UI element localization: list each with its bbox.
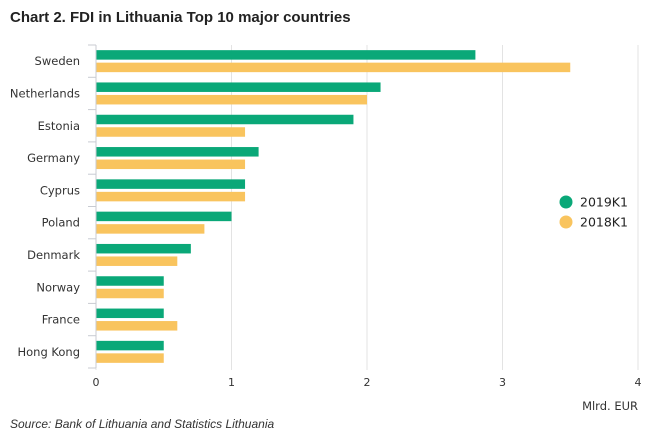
category-label: France bbox=[42, 313, 80, 327]
chart-title: Chart 2. FDI in Lithuania Top 10 major c… bbox=[10, 9, 351, 26]
x-tick-label: 3 bbox=[499, 376, 506, 389]
bar-2019k1[interactable] bbox=[96, 50, 476, 60]
category-label: Norway bbox=[36, 280, 80, 294]
category-label: Sweden bbox=[35, 54, 80, 68]
legend-swatch-2018k1[interactable] bbox=[559, 215, 573, 229]
category-label: Netherlands bbox=[10, 86, 80, 100]
bar-2018k1[interactable] bbox=[96, 127, 246, 137]
x-tick-label: 1 bbox=[228, 376, 235, 389]
x-axis-unit-label: Mlrd. EUR bbox=[582, 399, 638, 413]
bar-2019k1[interactable] bbox=[96, 308, 164, 319]
bar-2019k1[interactable] bbox=[96, 147, 259, 157]
bar-2018k1[interactable] bbox=[96, 62, 571, 73]
category-label: Poland bbox=[42, 216, 80, 230]
category-label: Denmark bbox=[27, 248, 80, 262]
source-note: Source: Bank of Lithuania and Statistics… bbox=[10, 417, 275, 431]
bar-2018k1[interactable] bbox=[96, 321, 178, 331]
bar-2018k1[interactable] bbox=[96, 224, 205, 234]
category-label: Estonia bbox=[38, 119, 80, 133]
x-tick-label: 4 bbox=[635, 376, 642, 389]
category-label: Hong Kong bbox=[17, 345, 80, 359]
bar-2018k1[interactable] bbox=[96, 256, 178, 266]
bar-2018k1[interactable] bbox=[96, 94, 367, 105]
category-label: Germany bbox=[27, 151, 80, 165]
x-tick-label: 0 bbox=[93, 376, 100, 389]
bar-2018k1[interactable] bbox=[96, 288, 164, 299]
bar-2019k1[interactable] bbox=[96, 179, 246, 189]
bar-2019k1[interactable] bbox=[96, 211, 232, 222]
category-label: Cyprus bbox=[40, 183, 80, 197]
bar-2018k1[interactable] bbox=[96, 353, 164, 363]
bar-2019k1[interactable] bbox=[96, 276, 164, 286]
bar-layer bbox=[96, 50, 571, 363]
legend-label-2019k1[interactable]: 2019K1 bbox=[580, 195, 628, 210]
x-tick-label: 2 bbox=[364, 376, 371, 389]
bar-2019k1[interactable] bbox=[96, 340, 164, 351]
axis-layer: 0 1 2 3 4 Sweden Netherlands Estonia Germany Cypr… bbox=[10, 44, 642, 413]
legend-label-2018k1[interactable]: 2018K1 bbox=[580, 215, 628, 230]
bar-2018k1[interactable] bbox=[96, 159, 246, 170]
bar-2019k1[interactable] bbox=[96, 82, 381, 92]
legend-swatch-2019k1[interactable] bbox=[559, 195, 573, 209]
bar-2018k1[interactable] bbox=[96, 191, 246, 202]
bar-2019k1[interactable] bbox=[96, 114, 354, 125]
bar-2019k1[interactable] bbox=[96, 243, 191, 254]
legend: 2019K1 2018K1 bbox=[559, 195, 628, 230]
